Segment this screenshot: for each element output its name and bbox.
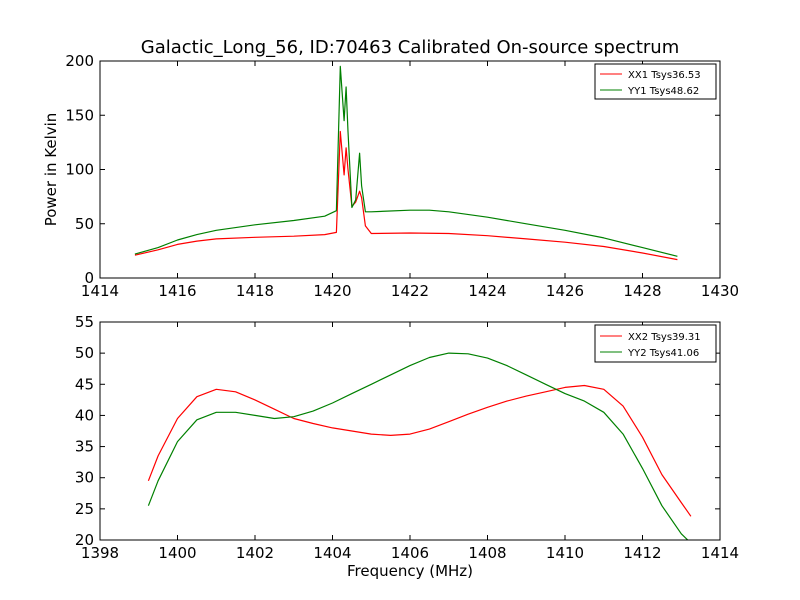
bottom-y-tick-label: 30 [75, 469, 94, 487]
top-x-tick-label: 1422 [391, 282, 429, 300]
top-x-tick-label: 1428 [623, 282, 661, 300]
bottom-legend-box [594, 324, 717, 363]
bottom-x-tick-label: 1398 [81, 544, 119, 562]
bottom-legend-label-yy2: YY2 Tsys41.06 [627, 348, 699, 359]
top-x-axis: 1414 1416 1418 1420 1422 1424 1426 1428 1430 [81, 61, 739, 300]
bottom-y-tick-label: 55 [75, 313, 94, 331]
bottom-x-axis: 1398 1400 1402 1404 1406 1408 1410 1412 1414 [81, 322, 739, 562]
bottom-y-tick-label: 45 [75, 375, 94, 393]
bottom-x-tick-label: 1406 [391, 544, 429, 562]
top-legend-label-xx1: XX1 Tsys36.53 [628, 70, 701, 81]
chart-title: Galactic_Long_56, ID:70463 Calibrated On… [141, 37, 679, 58]
top-y-tick-label: 150 [65, 106, 94, 124]
bottom-x-tick-label: 1408 [468, 544, 506, 562]
top-y-tick-label: 200 [65, 52, 94, 70]
top-legend: XX1 Tsys36.53 YY1 Tsys48.62 [594, 63, 717, 100]
top-plot: 1414 1416 1418 1420 1422 1424 1426 1428 1430 0 50… [42, 52, 739, 300]
top-y-tick-label: 0 [84, 269, 94, 287]
bottom-legend: XX2 Tsys39.31 YY2 Tsys41.06 [594, 324, 717, 363]
bottom-legend-label-xx2: XX2 Tsys39.31 [628, 332, 701, 343]
top-x-tick-label: 1416 [158, 282, 196, 300]
top-x-tick-label: 1426 [546, 282, 584, 300]
top-y-axis-label: Power in Kelvin [42, 113, 60, 227]
bottom-y-tick-label: 35 [75, 438, 94, 456]
bottom-y-tick-label: 50 [75, 344, 94, 362]
top-x-tick-label: 1414 [81, 282, 119, 300]
bottom-x-tick-label: 1404 [313, 544, 351, 562]
bottom-y-tick-label: 25 [75, 500, 94, 518]
top-x-tick-label: 1424 [468, 282, 506, 300]
bottom-x-axis-label: Frequency (MHz) [347, 562, 473, 580]
bottom-x-tick-label: 1412 [623, 544, 661, 562]
top-series-group [134, 65, 678, 261]
top-y-axis: 0 50 100 150 200 [65, 52, 720, 287]
top-y-tick-label: 50 [75, 215, 94, 233]
top-legend-label-yy1: YY1 Tsys48.62 [627, 86, 699, 97]
top-x-tick-label: 1420 [313, 282, 351, 300]
bottom-x-tick-label: 1402 [236, 544, 274, 562]
top-series-line-yy [134, 65, 678, 257]
bottom-x-tick-label: 1414 [701, 544, 739, 562]
bottom-series-line-xx [147, 384, 692, 517]
top-legend-box [594, 63, 717, 100]
bottom-series-line-yy [147, 352, 689, 540]
top-x-tick-label: 1418 [236, 282, 274, 300]
bottom-y-tick-label: 40 [75, 406, 94, 424]
top-x-tick-label: 1430 [701, 282, 739, 300]
bottom-y-axis: 20 25 30 35 40 45 50 55 [75, 313, 720, 549]
top-y-tick-label: 100 [65, 161, 94, 179]
bottom-series-group [147, 352, 692, 540]
bottom-y-tick-label: 20 [75, 531, 94, 549]
bottom-x-tick-label: 1410 [546, 544, 584, 562]
bottom-plot: 1398 1400 1402 1404 1406 1408 1410 1412 1414 202… [75, 313, 739, 580]
bottom-x-tick-label: 1400 [158, 544, 196, 562]
